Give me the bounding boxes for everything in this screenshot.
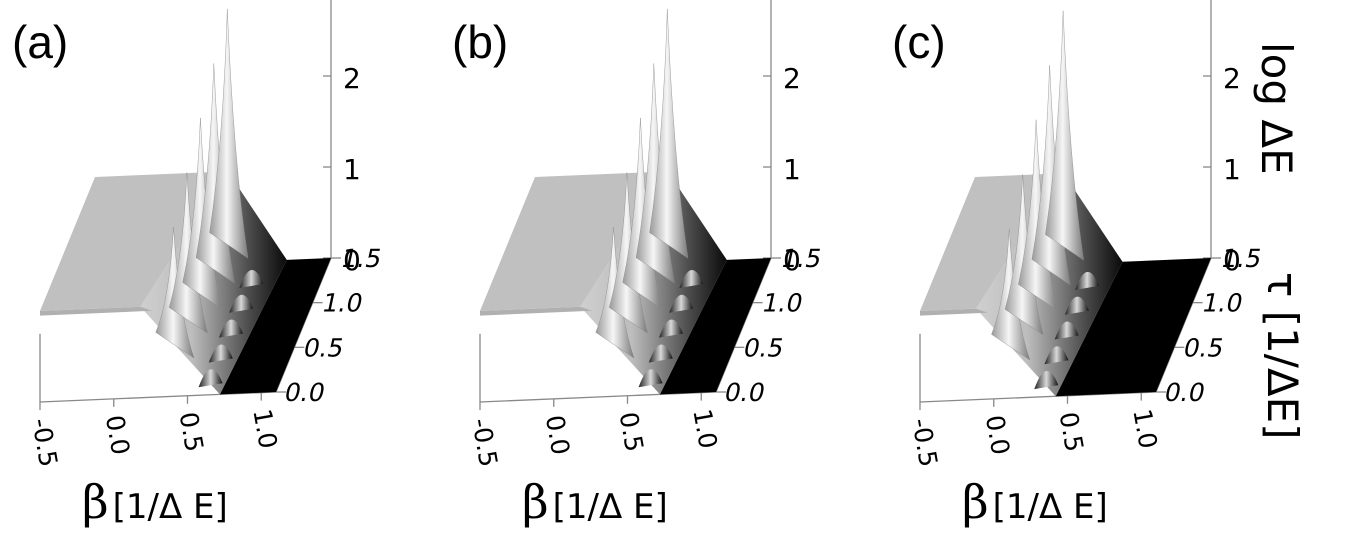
y-tick-label: 0.5: [741, 334, 787, 363]
plateau-edge: [920, 308, 988, 316]
y-tick-label: 0.0: [282, 378, 328, 407]
floor-bump: [1054, 321, 1079, 340]
panel-label: (a): [12, 16, 68, 68]
x-axis-unit: [1/Δ E]: [993, 487, 1108, 527]
y-tick-label: 0.0: [1162, 378, 1208, 407]
z-axis-label: log ΔE: [1252, 42, 1301, 175]
z-tick-label: 1: [783, 153, 801, 186]
z-tick-label: 2: [343, 62, 361, 95]
x-tick-label: 0.5: [614, 410, 649, 454]
panel-1: 0 1 2 3 0.0 0.5 1.0 1.5 -0.5 0.0 0.5 1.0 (b) β[1/Δ E]: [452, 0, 824, 529]
x-axis-unit: [1/Δ E]: [113, 487, 228, 527]
panel-2: 0 1 2 3 0.0 0.5 1.0 1.5 -0.5 0.0 0.5 1.0 (c) β[1/Δ E]: [892, 0, 1264, 529]
z-tick-label: 3: [783, 0, 801, 4]
floor-surface: [1055, 258, 1211, 397]
floor-surface: [219, 258, 331, 395]
y-tick-label: 0.0: [722, 378, 768, 407]
floor-bump: [679, 269, 704, 288]
z-tick-label: 0: [343, 244, 361, 277]
x-tick-label: -0.5: [26, 416, 63, 469]
floor-bump: [648, 344, 673, 363]
x-axis-label: β [1/Δ E]: [82, 475, 228, 529]
plateau-surface: [920, 173, 1064, 311]
z-tick-label: 2: [1223, 62, 1241, 95]
z-tick-label: 1: [1223, 153, 1241, 186]
tau-axis-label: τ [1/ΔE]: [1258, 272, 1307, 440]
y-tick-label: 0.5: [301, 334, 347, 363]
plateau-edge: [480, 306, 593, 316]
z-tick-label: 3: [343, 0, 361, 4]
x-axis-unit: [1/Δ E]: [553, 487, 668, 527]
z-tick-label: 0: [1223, 244, 1241, 277]
x-axis-label: β [1/Δ E]: [522, 475, 668, 529]
plateau-surface: [480, 171, 668, 311]
z-tick-label: 3: [1223, 0, 1241, 4]
floor-bump: [1034, 371, 1059, 390]
x-tick-label: 1.0: [687, 407, 722, 451]
x-tick-label: 0.5: [1054, 410, 1089, 454]
plateau-surface: [40, 171, 228, 311]
x-tick-label: 0.0: [100, 413, 135, 457]
plateau-edge: [40, 306, 153, 316]
floor-bump: [208, 344, 233, 363]
y-tick-label: 0.5: [1181, 334, 1227, 363]
z-tick-label: 1: [343, 153, 361, 186]
peak-spike: [1045, 10, 1084, 261]
x-axis-symbol: β: [522, 475, 549, 529]
panel-0: 0 1 2 3 0.0 0.5 1.0 1.5 -0.5 0.0 0.5 1.0 (a) β[1/Δ E]: [12, 0, 384, 529]
z-tick-label: 2: [783, 62, 801, 95]
y-tick-label: 1.5: [339, 244, 385, 273]
peak-spike: [209, 8, 249, 259]
y-tick-label: 1.0: [760, 289, 806, 318]
x-tick-label: 0.0: [980, 413, 1015, 457]
floor-bump: [669, 294, 694, 313]
x-axis-label: β [1/Δ E]: [962, 475, 1108, 529]
x-tick-label: 1.0: [247, 407, 282, 451]
floor-bump: [1064, 296, 1089, 315]
floor-bump: [219, 319, 243, 338]
floor-bump: [198, 369, 223, 388]
floor-bump: [638, 369, 663, 388]
y-tick-label: 1.5: [779, 244, 825, 273]
floor-bump: [229, 294, 254, 313]
floor-bump: [1044, 346, 1069, 365]
panel-label: (c): [892, 16, 946, 68]
x-tick-label: -0.5: [466, 416, 503, 469]
peak-spike: [649, 8, 689, 259]
y-tick-label: 1.0: [1200, 289, 1246, 318]
floor-bump: [1075, 271, 1100, 290]
x-tick-label: 0.5: [174, 410, 209, 454]
floor-surface: [659, 258, 771, 395]
floor-bump: [659, 319, 683, 338]
panel-label: (b): [452, 16, 508, 68]
x-axis-symbol: β: [962, 475, 989, 529]
x-axis-symbol: β: [82, 475, 109, 529]
x-tick-label: 1.0: [1127, 407, 1162, 451]
z-tick-label: 0: [783, 244, 801, 277]
y-tick-label: 1.5: [1219, 244, 1265, 273]
x-tick-label: -0.5: [906, 416, 943, 469]
floor-bump: [239, 269, 264, 288]
x-tick-label: 0.0: [540, 413, 575, 457]
y-tick-label: 1.0: [320, 289, 366, 318]
